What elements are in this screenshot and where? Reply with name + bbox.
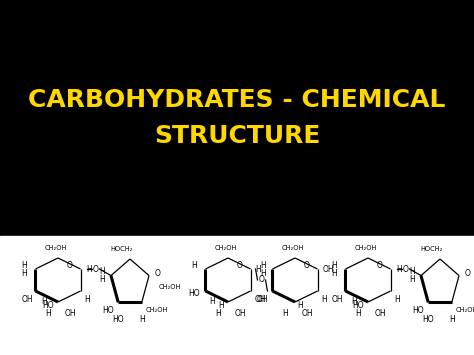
Text: CH₂OH: CH₂OH: [45, 245, 67, 251]
Text: H: H: [22, 261, 27, 269]
Text: OH: OH: [22, 295, 34, 305]
Text: OH: OH: [332, 295, 344, 305]
Text: O: O: [258, 275, 264, 284]
Text: O: O: [67, 262, 73, 271]
Text: H: H: [321, 295, 327, 305]
Text: O: O: [465, 269, 471, 278]
Text: OH: OH: [64, 310, 76, 318]
Text: CH₂OH: CH₂OH: [146, 307, 168, 313]
Text: CH₂OH: CH₂OH: [282, 245, 304, 251]
Text: HO: HO: [42, 300, 54, 310]
Text: OH: OH: [374, 310, 386, 318]
Text: HOCH₂: HOCH₂: [421, 246, 443, 252]
Text: HOCH₂: HOCH₂: [111, 246, 133, 252]
Text: CH₂OH: CH₂OH: [456, 307, 474, 313]
Text: OH: OH: [234, 310, 246, 318]
Text: OH: OH: [257, 295, 268, 304]
Text: O: O: [92, 264, 99, 273]
Text: O: O: [155, 269, 161, 278]
Text: H: H: [409, 275, 415, 284]
Text: H: H: [99, 275, 105, 284]
Text: H: H: [332, 261, 337, 269]
Text: HO: HO: [352, 300, 364, 310]
Text: H: H: [355, 310, 361, 318]
Text: HO: HO: [422, 315, 434, 323]
Text: H: H: [210, 296, 215, 306]
Text: H: H: [449, 315, 455, 323]
Text: H: H: [139, 315, 145, 323]
Text: OH: OH: [301, 310, 313, 318]
Text: O: O: [237, 262, 243, 271]
Text: H: H: [255, 264, 261, 273]
Text: H: H: [84, 295, 90, 305]
Text: H: H: [394, 295, 400, 305]
Text: H: H: [99, 267, 105, 276]
Text: STRUCTURE: STRUCTURE: [154, 124, 320, 148]
Text: CH₂OH: CH₂OH: [215, 245, 237, 251]
Text: HO: HO: [112, 315, 124, 323]
Text: HO: HO: [102, 306, 114, 315]
Text: H: H: [282, 310, 288, 318]
Text: H: H: [352, 297, 357, 306]
Text: H: H: [192, 261, 198, 269]
Text: OH: OH: [322, 264, 334, 273]
Text: H: H: [261, 261, 266, 269]
Text: H: H: [87, 264, 92, 273]
Text: H: H: [261, 268, 266, 278]
Bar: [0, 236, 474, 355]
Text: H: H: [22, 268, 27, 278]
Text: H: H: [215, 310, 221, 318]
Text: H: H: [397, 264, 402, 273]
Text: O: O: [402, 264, 409, 273]
Text: CH₂OH: CH₂OH: [159, 284, 182, 290]
Text: H: H: [218, 301, 224, 311]
Text: CH₂OH: CH₂OH: [355, 245, 377, 251]
Text: OH: OH: [255, 295, 266, 305]
Text: CARBOHYDRATES - CHEMICAL: CARBOHYDRATES - CHEMICAL: [28, 88, 446, 112]
Text: O: O: [377, 262, 383, 271]
Text: H: H: [42, 297, 47, 306]
Text: O: O: [304, 262, 310, 271]
Text: H: H: [45, 310, 51, 318]
Text: H: H: [297, 301, 303, 311]
Text: HO: HO: [188, 289, 200, 299]
Text: H: H: [409, 267, 415, 276]
Text: HO: HO: [413, 306, 424, 315]
Text: H: H: [332, 268, 337, 278]
